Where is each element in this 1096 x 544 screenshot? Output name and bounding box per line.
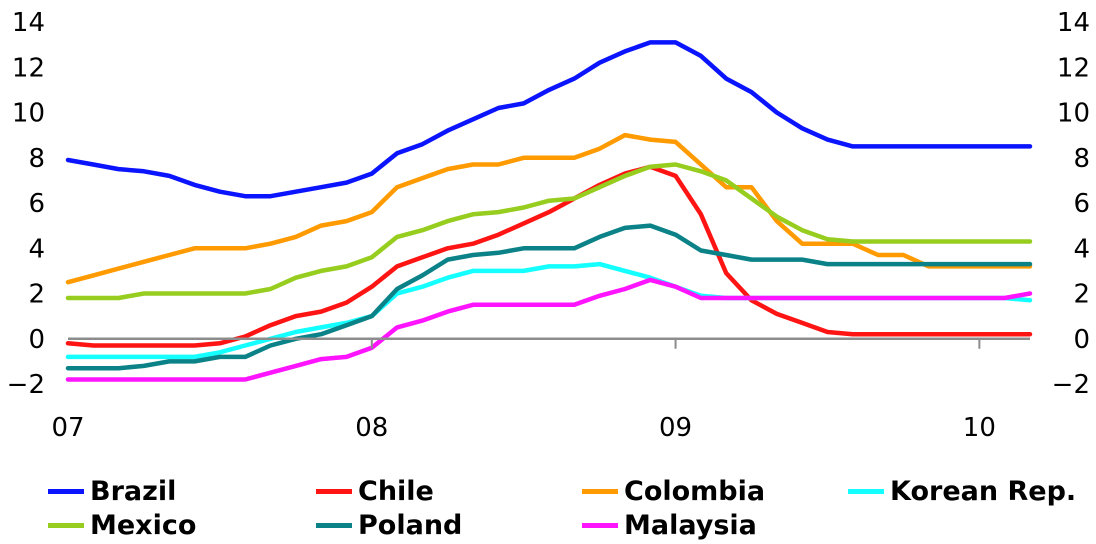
y-tick-label-left: −2 (7, 370, 45, 400)
legend-label: Mexico (90, 509, 197, 541)
y-tick-label-left: 8 (28, 144, 45, 174)
y-tick-label-right: 6 (1073, 189, 1090, 219)
legend-label: Brazil (90, 475, 177, 507)
legend-item: Mexico (48, 508, 196, 542)
y-tick-label-left: 12 (12, 53, 45, 83)
legend-swatch (48, 488, 84, 494)
series-line-malaysia (65, 277, 1033, 382)
legend-item: Chile (316, 474, 434, 508)
legend-swatch (582, 488, 618, 494)
y-tick-label-left: 6 (28, 189, 45, 219)
y-tick-label-right: −2 (1052, 370, 1090, 400)
legend-label: Colombia (624, 475, 766, 507)
legend-item: Korean Rep. (848, 474, 1076, 508)
legend-label: Poland (358, 509, 463, 541)
y-tick-label-left: 2 (28, 280, 45, 310)
y-tick-label-right: 12 (1057, 53, 1090, 83)
series-line-brazil (65, 40, 1033, 199)
y-tick-label-left: 10 (12, 99, 45, 129)
y-tick-label-right: 10 (1057, 99, 1090, 129)
legend-item: Brazil (48, 474, 176, 508)
legend-label: Malaysia (624, 509, 757, 541)
legend-label: Chile (358, 475, 434, 507)
legend-swatch (316, 488, 352, 494)
legend: Brazil Chile Colombia Korean Rep. Mexico Pola… (0, 474, 1096, 544)
x-tick-label: 09 (659, 413, 692, 443)
series-line-poland (65, 223, 1033, 371)
y-tick-label-right: 14 (1057, 8, 1090, 38)
line-chart: 07 08 09 10 −2 −2 0 0 2 2 4 4 6 6 8 8 10 10 12 12 14 14 (7, 8, 1090, 443)
y-tick-label-left: 4 (28, 234, 45, 264)
y-tick-label-right: 0 (1073, 325, 1090, 355)
legend-swatch (848, 488, 884, 494)
legend-swatch (48, 522, 84, 528)
x-tick-label: 07 (51, 413, 84, 443)
series-line-colombia (65, 132, 1033, 285)
y-tick-label-left: 14 (12, 8, 45, 38)
legend-swatch (582, 522, 618, 528)
plot-area (65, 40, 1033, 382)
series-line-chile (65, 164, 1033, 348)
legend-item: Colombia (582, 474, 765, 508)
y-tick-label-right: 2 (1073, 280, 1090, 310)
x-tick-label: 10 (963, 413, 996, 443)
legend-label: Korean Rep. (890, 475, 1077, 507)
x-tick-label: 08 (355, 413, 388, 443)
y-tick-label-right: 8 (1073, 144, 1090, 174)
y-tick-label-right: 4 (1073, 234, 1090, 264)
legend-swatch (316, 522, 352, 528)
legend-item: Poland (316, 508, 462, 542)
legend-item: Malaysia (582, 508, 757, 542)
series-line-mexico (65, 162, 1033, 301)
axes: 07 08 09 10 −2 −2 0 0 2 2 4 4 6 6 8 8 10 10 12 12 14 14 (7, 8, 1090, 443)
y-tick-label-left: 0 (28, 325, 45, 355)
